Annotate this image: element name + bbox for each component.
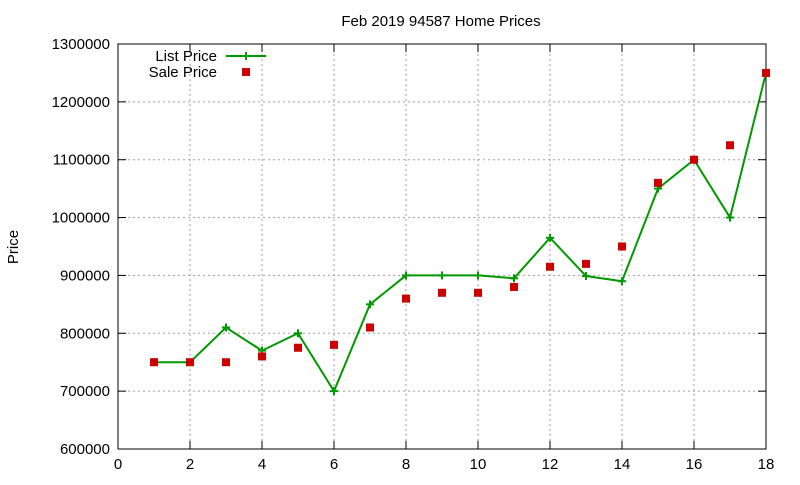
x-tick-label: 14 [614,456,631,473]
y-tick-label: 600000 [60,441,110,458]
x-tick-label: 6 [330,456,338,473]
y-tick-label: 1100000 [53,152,110,169]
plot-border [117,43,767,450]
axis-ticks: 0 2 4 6 8 10 12 14 16 18 600000 700000 800000 900000 1… [52,36,775,473]
list-price-point [582,272,590,281]
x-tick-label: 12 [542,456,559,473]
sale-price-point [654,178,662,187]
y-tick-label: 1300000 [52,36,110,53]
list-price-point [330,387,338,396]
x-tick-label: 2 [186,456,194,473]
sale-price-point [186,358,194,367]
legend-label-sale-price: Sale Price [149,64,217,81]
list-price-point [618,277,626,286]
legend-label-list-price: List Price [155,48,217,65]
list-price-point [474,271,482,280]
list-price-point [438,271,446,280]
sale-price-point [438,288,446,297]
sale-price-point [762,68,770,77]
list-price-point [726,213,734,222]
y-tick-label: 1000000 [52,210,110,227]
x-tick-label: 0 [114,456,122,473]
list-price-point [546,233,554,242]
sale-price-point [474,288,482,297]
x-tick-label: 18 [758,456,775,473]
sale-price-point [582,259,590,268]
sale-price-point [258,352,266,361]
list-price-point [222,323,230,332]
list-price-point [294,329,302,338]
legend-marker-sale-price [242,68,250,76]
list-price-point [402,271,410,280]
grid-lines [118,44,766,449]
sale-price-point [690,155,698,164]
sale-price-point [726,141,734,150]
x-tick-label: 10 [470,456,487,473]
sale-price-point [546,262,554,271]
sale-price-point [294,343,302,352]
sale-price-point [150,358,158,367]
y-tick-label: 900000 [60,267,110,284]
x-tick-label: 4 [258,456,266,473]
sale-price-point [222,358,230,367]
y-tick-label: 800000 [60,325,110,342]
x-tick-label: 8 [402,456,410,473]
sale-price-point [402,294,410,303]
y-tick-label: 700000 [60,383,110,400]
list-price-point [510,274,518,283]
x-tick-label: 16 [686,456,703,473]
sale-price-point [330,340,338,349]
sale-price-point [618,242,626,251]
list-price-point [366,300,374,309]
y-axis-label: Price [5,230,22,264]
chart-title: Feb 2019 94587 Home Prices [341,13,540,30]
sale-price-point [366,323,374,332]
data-series [150,68,770,396]
y-tick-label: 1200000 [52,94,110,111]
sale-price-point [510,283,518,291]
list-price-line [154,72,767,394]
